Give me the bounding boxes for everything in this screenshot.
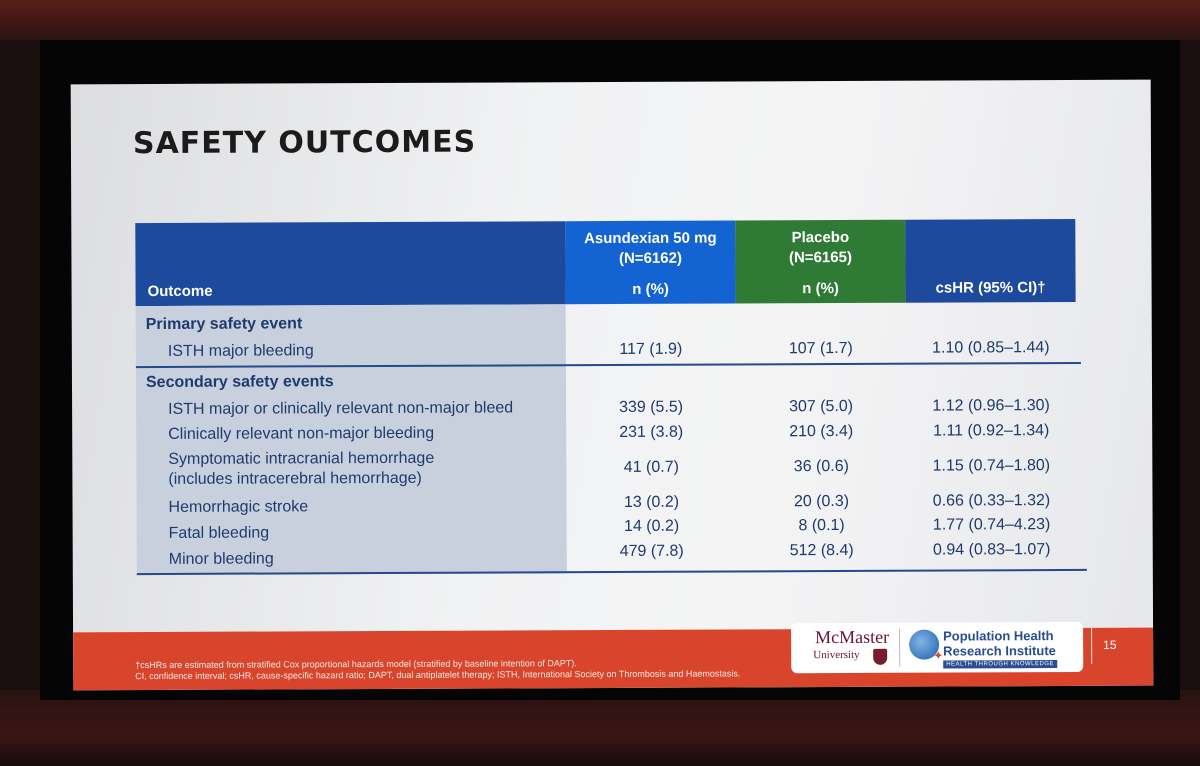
slide: SAFETY OUTCOMES Outcome Asundexian 50 mg… (70, 79, 1154, 691)
row-label: Clinically relevant non-major bleeding (168, 424, 435, 443)
header-asundexian-line1: Asundexian 50 mg (584, 229, 717, 248)
header-asundexian: Asundexian 50 mg (N=6162) n (%) (565, 220, 736, 305)
row-hr: 1.12 (0.96–1.30) (932, 397, 1050, 415)
row-hr: 1.10 (0.85–1.44) (932, 339, 1050, 357)
row-hr: 0.66 (0.33–1.32) (932, 492, 1051, 510)
maple-leaf-icon: ✦ (933, 648, 944, 663)
row-label-continued: (includes intracerebral hemorrhage) (168, 469, 422, 488)
row-asundexian: 13 (0.2) (623, 493, 680, 511)
room-ceiling (0, 0, 1200, 40)
header-hr-label: csHR (95% CI)† (935, 279, 1046, 297)
section-primary: Primary safety event (145, 315, 303, 334)
page-number: 15 (1103, 637, 1117, 652)
row-placebo: 307 (5.0) (789, 397, 854, 416)
row-asundexian: 479 (7.8) (619, 542, 684, 560)
phri-tagline: HEALTH THROUGH KNOWLEDGE (943, 660, 1058, 669)
row-asundexian: 117 (1.9) (619, 340, 683, 358)
safety-outcomes-table: Outcome Asundexian 50 mg (N=6162) n (%) … (135, 218, 1089, 576)
header-hazard-ratio: csHR (95% CI)† (905, 218, 1076, 303)
row-asundexian: 339 (5.5) (619, 398, 684, 416)
row-placebo: 20 (0.3) (793, 492, 850, 511)
row-asundexian: 231 (3.8) (619, 423, 684, 441)
phri-logo-text: Population Health Research Institute (943, 628, 1056, 658)
row-label: Symptomatic intracranial hemorrhage (168, 449, 435, 468)
row-asundexian: 14 (0.2) (624, 517, 680, 535)
header-placebo-line1: Placebo (791, 228, 850, 247)
header-outcome-label: Outcome (147, 282, 213, 301)
row-hr: 0.94 (0.83–1.07) (932, 541, 1051, 559)
row-label: Hemorrhagic stroke (168, 498, 309, 516)
row-placebo: 107 (1.7) (788, 339, 853, 358)
row-placebo: 8 (0.1) (798, 516, 845, 535)
footnotes: †csHRs are estimated from stratified Cox… (135, 657, 740, 682)
row-asundexian: 41 (0.7) (623, 458, 679, 476)
phri-line1: Population Health (943, 628, 1054, 644)
row-label: ISTH major or clinically relevant non-ma… (168, 399, 514, 418)
header-placebo: Placebo (N=6165) n (%) (735, 219, 906, 304)
university-crest-icon (873, 648, 888, 665)
row-placebo: 210 (3.4) (789, 422, 854, 441)
row-hr: 1.15 (0.74–1.80) (932, 457, 1051, 475)
row-label: Fatal bleeding (168, 524, 270, 542)
header-asundexian-line3: n (%) (632, 280, 669, 298)
logo-divider (899, 628, 901, 667)
header-asundexian-line2: (N=6162) (618, 249, 682, 267)
logo-panel: McMaster University ✦ Population Health … (791, 621, 1084, 674)
section-secondary: Secondary safety events (145, 373, 334, 392)
phri-line2: Research Institute (943, 643, 1056, 659)
slide-title: SAFETY OUTCOMES (132, 124, 477, 162)
mcmaster-logo-university: University (813, 648, 860, 662)
header-outcome: Outcome (135, 221, 566, 307)
page-number-divider (1091, 627, 1093, 664)
row-label: ISTH major bleeding (167, 342, 314, 360)
row-placebo: 36 (0.6) (793, 457, 849, 476)
row-label: Minor bleeding (168, 550, 274, 568)
row-placebo: 512 (8.4) (789, 541, 854, 560)
row-hr: 1.77 (0.74–4.23) (932, 516, 1051, 534)
row-hr: 1.11 (0.92–1.34) (933, 422, 1050, 440)
mcmaster-logo-name: McMaster (815, 626, 890, 648)
room-floor (0, 690, 1200, 766)
header-placebo-line2: (N=6165) (788, 248, 852, 267)
header-placebo-line3: n (%) (802, 280, 839, 298)
